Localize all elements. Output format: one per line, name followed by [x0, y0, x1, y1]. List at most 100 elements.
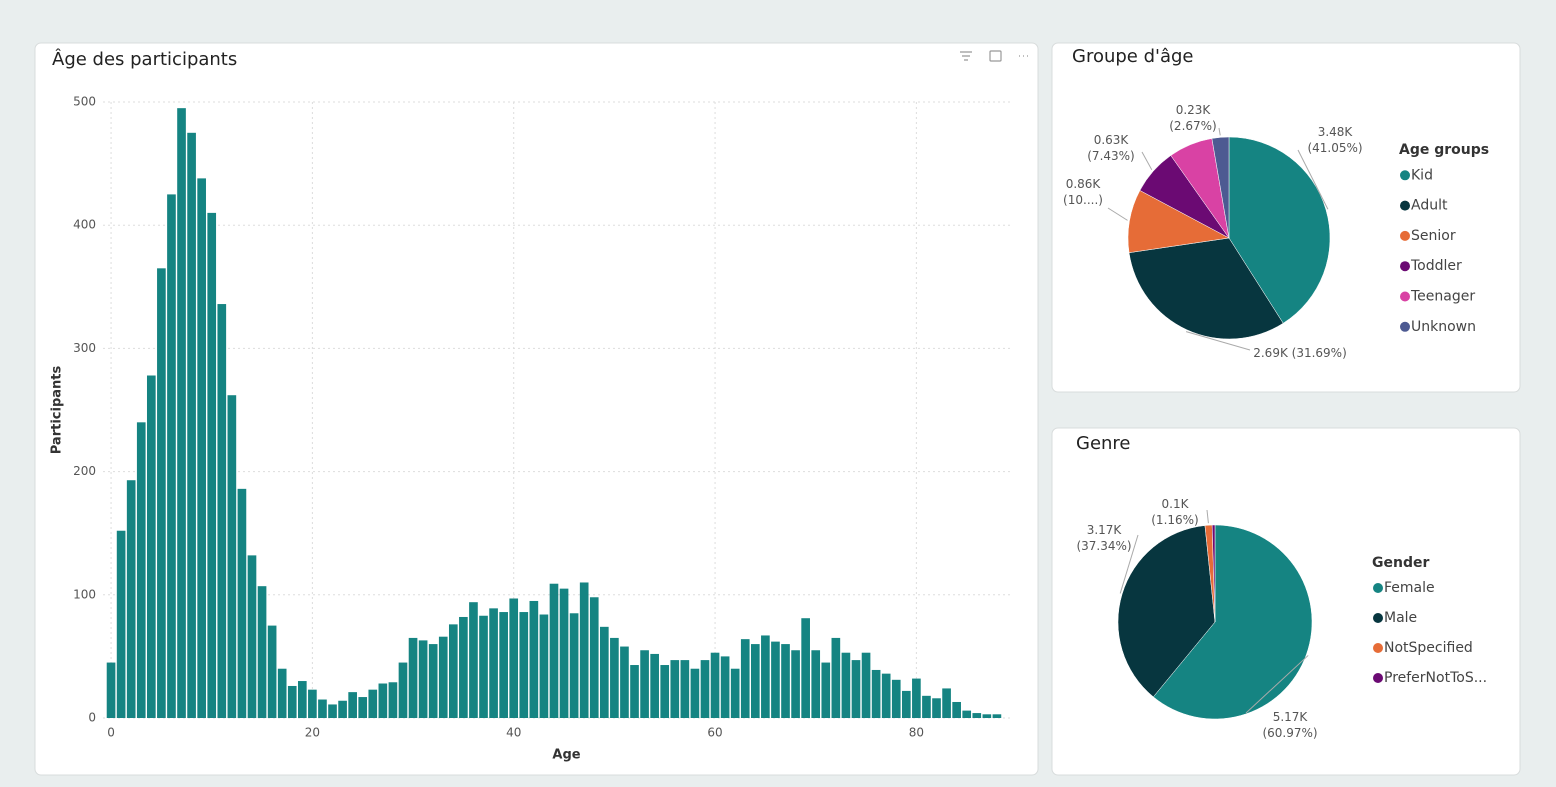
legend-label: Unknown	[1411, 319, 1476, 335]
y-tick-label: 400	[73, 218, 96, 232]
bar	[781, 644, 790, 718]
bar	[479, 615, 488, 718]
legend-label: Teenager	[1410, 289, 1475, 305]
bar	[126, 480, 136, 718]
bar	[881, 673, 891, 718]
data-label: 2.69K (31.69%)	[1253, 346, 1347, 360]
visual-header-icons[interactable]	[960, 50, 1028, 62]
y-tick-label: 300	[73, 341, 96, 355]
chart-title: Groupe d'âge	[1072, 46, 1194, 67]
bar	[398, 662, 408, 718]
pie-slice	[1211, 136, 1230, 239]
bar	[620, 646, 629, 718]
bar	[358, 697, 368, 718]
data-label: 3.48K (41.05%)	[1307, 125, 1362, 155]
bar	[660, 665, 670, 718]
data-label-line: 5.17K	[1273, 710, 1309, 724]
data-label-line: (10....)	[1063, 193, 1103, 207]
focus-icon[interactable]	[989, 50, 1002, 62]
leader-line	[1107, 207, 1128, 221]
histogram-card	[34, 42, 1039, 776]
y-tick-label: 500	[73, 95, 96, 109]
bar	[177, 108, 186, 718]
bar	[841, 652, 851, 718]
bar	[579, 582, 589, 718]
data-label: 3.17K (37.34%)	[1076, 523, 1131, 553]
bar	[368, 689, 378, 718]
legend-marker	[1373, 613, 1383, 623]
bar	[167, 194, 176, 718]
bar	[630, 665, 639, 718]
bar	[831, 637, 841, 718]
data-label-line: 0.1K	[1162, 497, 1190, 511]
bar	[328, 704, 337, 718]
legend-marker	[1400, 170, 1410, 181]
data-label: 0.86K (10....)	[1063, 177, 1103, 207]
bar	[428, 644, 438, 718]
legend-marker	[1373, 583, 1383, 593]
leader-line	[1141, 151, 1153, 171]
legend-label: PreferNotToS...	[1384, 670, 1487, 686]
bar	[106, 662, 116, 718]
data-label: 0.23K (2.67%)	[1169, 103, 1216, 133]
bar	[469, 602, 478, 718]
bar	[640, 650, 649, 718]
data-label-line: 0.63K	[1094, 133, 1130, 147]
legend-marker	[1400, 230, 1410, 241]
bar	[962, 710, 972, 718]
bar	[408, 637, 418, 718]
bar	[650, 653, 659, 718]
data-label-line: (2.67%)	[1169, 119, 1216, 133]
bar	[297, 681, 307, 718]
legend-marker	[1373, 673, 1383, 683]
bar	[952, 701, 961, 718]
bar	[791, 650, 800, 718]
bar	[720, 656, 730, 718]
y-tick-label: 200	[73, 464, 96, 478]
legend-marker	[1373, 643, 1383, 653]
bar	[811, 650, 821, 718]
data-label-line: 3.17K	[1087, 523, 1123, 537]
bar	[116, 530, 126, 718]
bar	[146, 375, 156, 718]
legend-marker	[1400, 321, 1410, 332]
pie-slice	[1152, 524, 1313, 720]
bar	[277, 668, 287, 718]
x-tick-label: 80	[909, 726, 924, 740]
legend-label: Senior	[1411, 228, 1456, 244]
bar	[750, 644, 760, 718]
bar	[891, 679, 901, 718]
bar	[932, 698, 941, 718]
bar	[972, 713, 982, 718]
data-label-line: (60.97%)	[1262, 726, 1317, 740]
bar	[318, 699, 327, 718]
data-label-line: 0.86K	[1066, 177, 1102, 191]
bar	[549, 583, 559, 718]
bar	[610, 637, 619, 718]
pie-slice	[1228, 136, 1331, 324]
legend-marker	[1400, 261, 1410, 272]
data-label-line: 2.69K (31.69%)	[1253, 346, 1347, 360]
bar	[922, 695, 931, 718]
bar	[338, 700, 347, 718]
bar	[569, 613, 579, 718]
data-label-line: 0.23K	[1176, 103, 1212, 117]
pie-slice	[1211, 524, 1216, 623]
bar	[247, 555, 257, 718]
leader-line	[1185, 331, 1251, 351]
bar	[388, 682, 398, 718]
x-axis-title: Age	[552, 748, 580, 763]
bar	[851, 660, 861, 718]
x-tick-label: 60	[707, 726, 722, 740]
bar	[982, 714, 992, 718]
bar	[710, 652, 720, 718]
leader-line	[1245, 655, 1309, 714]
bar	[136, 422, 146, 718]
filter-icon[interactable]	[960, 51, 972, 61]
y-tick-label: 100	[73, 587, 96, 601]
bar	[529, 600, 539, 718]
data-label-line: 3.48K	[1318, 125, 1354, 139]
bar	[690, 668, 700, 718]
pie-slice	[1117, 525, 1216, 698]
bar	[207, 212, 217, 718]
